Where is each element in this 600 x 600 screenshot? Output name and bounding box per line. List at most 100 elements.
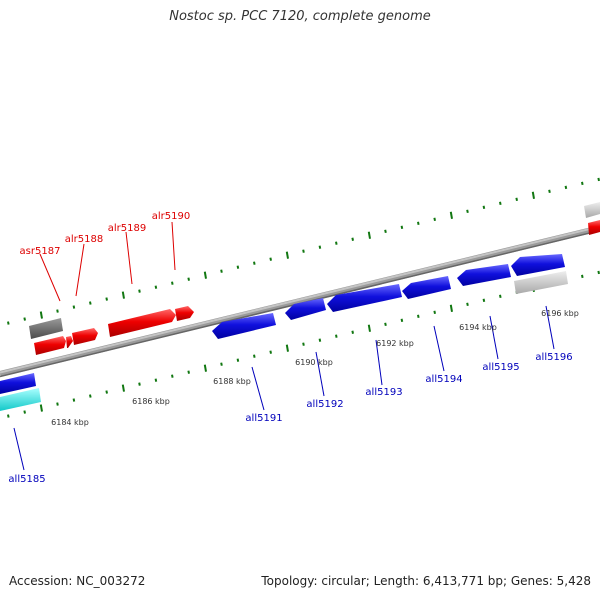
gene-label-alr5190[interactable]: alr5190 — [152, 211, 190, 222]
lower-track-tick — [581, 274, 584, 279]
upper-track-tick — [531, 191, 535, 200]
gene-label-all5196[interactable]: all5196 — [535, 352, 572, 363]
upper-track-tick — [187, 277, 190, 281]
upper-track-tick — [384, 229, 387, 233]
lower-track-tick — [39, 404, 43, 412]
lower-track-tick — [597, 270, 600, 275]
upper-track-tick — [515, 197, 518, 202]
lower-track-tick — [72, 398, 76, 402]
lower-track-tick — [302, 342, 305, 346]
gene-dark-grey-box[interactable] — [29, 318, 63, 339]
topology-text: Topology: circular; Length: 6,413,771 bp… — [261, 574, 591, 588]
lower-track-tick — [23, 410, 26, 414]
gene-all5193-arrow[interactable] — [327, 284, 402, 312]
accession-text: Accession: NC_003272 — [9, 574, 146, 588]
reverse-gene-labels: all5185 all5191 all5192 all5193 all5194 … — [8, 352, 572, 485]
lower-track-tick — [203, 364, 207, 372]
lower-track-tick — [449, 304, 453, 312]
lower-track-tick — [56, 402, 59, 406]
lower-track-tick — [220, 362, 223, 366]
upper-track-tick — [548, 189, 551, 194]
upper-track-tick — [285, 251, 289, 259]
lower-track-tick — [105, 390, 108, 394]
gene-all5194-arrow[interactable] — [402, 276, 451, 299]
gene-alr5188b-arrow[interactable] — [72, 328, 98, 345]
upper-track-tick — [171, 281, 174, 285]
gene-edge-red-arrow[interactable] — [588, 220, 600, 235]
gene-all5185-arrow[interactable] — [0, 373, 36, 394]
scale-labels: 6184 kbp 6186 kbp 6188 kbp 6190 kbp 6192… — [51, 309, 579, 427]
scale-label-6190: 6190 kbp — [295, 358, 333, 367]
gene-label-all5192[interactable]: all5192 — [306, 399, 343, 410]
scale-label-6186: 6186 kbp — [132, 397, 170, 406]
lower-track-tick — [187, 370, 190, 374]
upper-track-tick — [335, 241, 338, 245]
upper-track-tick — [466, 209, 469, 214]
lower-track-tick — [499, 294, 502, 299]
upper-track-tick — [220, 269, 223, 273]
scale-label-6184: 6184 kbp — [51, 418, 89, 427]
lower-track-tick — [285, 344, 289, 352]
upper-track-tick — [581, 181, 584, 186]
lower-track-tick — [154, 378, 158, 382]
lower-track-tick — [351, 330, 354, 334]
upper-track-tick — [482, 205, 486, 210]
upper-track-tick — [203, 271, 207, 279]
gene-label-all5185[interactable]: all5185 — [8, 474, 45, 485]
upper-track-tick — [417, 221, 420, 225]
upper-track-tick — [253, 261, 256, 265]
lower-track-tick — [171, 374, 174, 378]
gene-label-alr5189[interactable]: alr5189 — [108, 223, 146, 234]
lower-track-tick — [466, 302, 469, 307]
upper-track-tick — [236, 265, 240, 269]
gene-light-grey-box[interactable] — [514, 271, 568, 294]
lower-track-tick — [417, 314, 420, 318]
upper-track-tick — [121, 291, 125, 299]
gene-label-asr5187[interactable]: asr5187 — [20, 246, 61, 257]
upper-track-tick — [72, 305, 76, 309]
lower-track-tick — [335, 334, 338, 338]
scale-label-6196: 6196 kbp — [541, 309, 579, 318]
map-title: Nostoc sp. PCC 7120, complete genome — [169, 9, 431, 24]
upper-tick-track — [7, 177, 600, 325]
gene-label-all5194[interactable]: all5194 — [425, 374, 462, 385]
upper-track-tick — [449, 211, 453, 219]
upper-track-tick — [433, 217, 436, 221]
gene-all5196-arrow[interactable] — [511, 254, 565, 276]
gene-asr5187-arrow[interactable] — [34, 336, 66, 355]
upper-track-tick — [39, 311, 43, 319]
upper-track-tick — [400, 225, 404, 229]
upper-track-tick — [351, 237, 354, 241]
upper-track-tick — [154, 285, 158, 289]
lower-track-tick — [89, 394, 92, 398]
lower-track-tick — [482, 298, 486, 303]
lower-tick-track — [7, 270, 600, 418]
forward-gene-track — [29, 202, 600, 355]
lower-track-tick — [121, 384, 125, 392]
gene-all5195-arrow[interactable] — [457, 264, 511, 286]
gene-label-all5191[interactable]: all5191 — [245, 413, 282, 424]
lower-track-tick — [318, 338, 322, 342]
upper-track-tick — [138, 289, 141, 293]
upper-track-tick — [269, 257, 272, 261]
gene-all5185-cyan-box[interactable] — [0, 388, 41, 411]
scale-label-6194: 6194 kbp — [459, 323, 497, 332]
gene-label-all5195[interactable]: all5195 — [482, 362, 519, 373]
gene-all5191-arrow[interactable] — [212, 313, 276, 339]
gene-all5192-arrow[interactable] — [285, 298, 326, 320]
lower-track-tick — [433, 310, 436, 314]
lower-track-tick — [236, 358, 240, 362]
gene-alr5189-arrow[interactable] — [108, 309, 176, 337]
lower-track-tick — [253, 354, 256, 358]
gene-label-alr5188[interactable]: alr5188 — [65, 234, 103, 245]
reverse-leader-lines — [13, 305, 555, 471]
gene-alr5188-arrow[interactable] — [66, 336, 73, 348]
upper-track-tick — [23, 317, 26, 321]
upper-track-tick — [7, 321, 10, 325]
gene-light-grey-edge-box[interactable] — [584, 202, 600, 218]
gene-alr5190-arrow[interactable] — [175, 306, 194, 321]
gene-label-all5193[interactable]: all5193 — [365, 387, 402, 398]
lower-track-tick — [367, 324, 371, 332]
genome-backbone — [0, 225, 600, 378]
lower-track-tick — [384, 322, 387, 326]
